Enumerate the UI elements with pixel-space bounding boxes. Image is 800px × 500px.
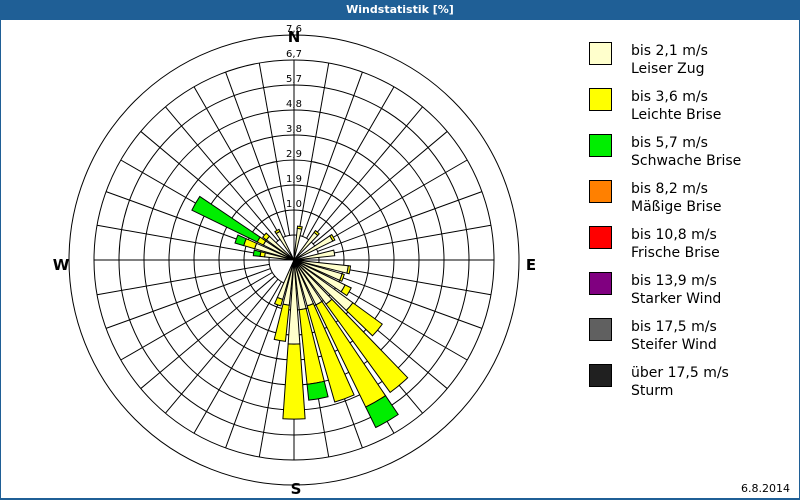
- grid-spoke: [140, 131, 276, 245]
- grid-spoke: [165, 106, 279, 242]
- radial-tick-label: 1,0: [286, 199, 302, 210]
- grid-spoke: [315, 159, 468, 248]
- legend-swatch: [589, 42, 612, 65]
- legend-range: bis 13,9 m/s: [631, 273, 717, 289]
- wind-sector-segment: [339, 273, 345, 282]
- grid-spoke: [317, 268, 483, 329]
- grid-spoke: [165, 278, 279, 414]
- wind-sector-segment: [262, 232, 271, 241]
- grid-spoke: [96, 263, 270, 296]
- radial-tick-label: 5,7: [286, 74, 302, 85]
- wind-sector-segment: [252, 249, 262, 257]
- legend-swatch: [589, 364, 612, 387]
- grid-spoke: [317, 191, 483, 252]
- grid-spoke: [193, 281, 282, 434]
- grid-spoke: [258, 62, 291, 236]
- radial-tick-label: 4,8: [286, 99, 302, 110]
- wind-sector-segment: [273, 303, 290, 342]
- grid-spoke: [96, 224, 270, 257]
- legend-swatch: [589, 272, 612, 295]
- grid-spoke: [140, 275, 276, 389]
- compass-south: S: [291, 480, 302, 498]
- grid-spoke: [225, 71, 286, 237]
- legend-item-sturm: über 17,5 m/s Sturm: [589, 364, 789, 410]
- compass-north: N: [288, 28, 301, 46]
- legend-item-maessige-brise: bis 8,2 m/s Mäßige Brise: [589, 180, 789, 226]
- compass-east: E: [526, 256, 536, 274]
- wind-sector-segment: [340, 284, 352, 297]
- wind-sector-segment: [306, 302, 355, 403]
- grid-spoke: [297, 62, 330, 236]
- legend-swatch: [589, 134, 612, 157]
- wind-sector-segment: [346, 265, 352, 275]
- radial-tick-labels: 1,0 1,9 2,9 3,8 4,8 5,7 6,7 7,6: [286, 24, 302, 210]
- wind-sector-segment: [274, 228, 281, 235]
- grid-spoke: [309, 106, 423, 242]
- bottom-border: [0, 498, 800, 500]
- radial-tick-label: 6,7: [286, 49, 302, 60]
- grid-spoke: [312, 131, 448, 245]
- radial-tick-label: 7,6: [286, 24, 302, 35]
- legend-range: über 17,5 m/s: [631, 365, 729, 381]
- legend-label: Starker Wind: [631, 291, 722, 307]
- legend-item-schwache-brise: bis 5,7 m/s Schwache Brise: [589, 134, 789, 180]
- radial-tick-label: 3,8: [286, 124, 302, 135]
- wind-sector-segment: [365, 394, 399, 429]
- grid-spoke: [105, 268, 271, 329]
- compass-west: W: [53, 256, 70, 274]
- wind-sector-segment: [293, 249, 336, 261]
- legend: bis 2,1 m/s Leiser Zug bis 3,6 m/s Leichte…: [589, 42, 789, 410]
- legend-range: bis 2,1 m/s: [631, 43, 708, 59]
- wind-sector-segment: [306, 380, 329, 401]
- legend-item-starker-wind: bis 13,9 m/s Starker Wind: [589, 272, 789, 318]
- legend-swatch: [589, 180, 612, 203]
- legend-range: bis 8,2 m/s: [631, 181, 708, 197]
- wind-sector-segment: [329, 233, 336, 242]
- legend-label: Schwache Brise: [631, 153, 742, 169]
- legend-label: Sturm: [631, 383, 674, 399]
- legend-item-leiser-zug: bis 2,1 m/s Leiser Zug: [589, 42, 789, 88]
- wind-sector-segment: [296, 225, 303, 230]
- date-stamp: 6.8.2014: [741, 482, 790, 495]
- legend-label: Steifer Wind: [631, 337, 717, 353]
- legend-item-frische-brise: bis 10,8 m/s Frische Brise: [589, 226, 789, 272]
- grid-spoke: [302, 71, 363, 237]
- radial-tick-label: 2,9: [286, 149, 302, 160]
- legend-label: Leiser Zug: [631, 61, 705, 77]
- grid-spoke: [306, 86, 395, 239]
- legend-swatch: [589, 318, 612, 341]
- legend-label: Mäßige Brise: [631, 199, 722, 215]
- window-title: Windstatistik [%]: [0, 0, 800, 20]
- grid-ring: [68, 34, 520, 486]
- wind-sector-segment: [325, 298, 409, 394]
- legend-range: bis 3,6 m/s: [631, 89, 708, 105]
- legend-item-leichte-brise: bis 3,6 m/s Leichte Brise: [589, 88, 789, 134]
- legend-range: bis 5,7 m/s: [631, 135, 708, 151]
- wind-sector-segment: [345, 302, 383, 337]
- grid-spoke: [225, 283, 286, 449]
- grid-spoke: [120, 272, 273, 361]
- legend-swatch: [589, 226, 612, 249]
- radial-tick-label: 1,9: [286, 174, 302, 185]
- grid-spoke: [193, 86, 282, 239]
- legend-swatch: [589, 88, 612, 111]
- wind-sectors: [191, 195, 409, 429]
- wind-sector-segment: [273, 296, 284, 307]
- legend-range: bis 17,5 m/s: [631, 319, 717, 335]
- wind-sector-segment: [282, 343, 306, 420]
- wind-sector-segment: [313, 229, 320, 237]
- grid-spoke: [318, 224, 492, 257]
- wind-sector-segment: [234, 234, 247, 247]
- wind-sector-segment: [191, 195, 261, 243]
- legend-range: bis 10,8 m/s: [631, 227, 717, 243]
- legend-label: Frische Brise: [631, 245, 720, 261]
- legend-label: Leichte Brise: [631, 107, 722, 123]
- legend-item-steifer-wind: bis 17,5 m/s Steifer Wind: [589, 318, 789, 364]
